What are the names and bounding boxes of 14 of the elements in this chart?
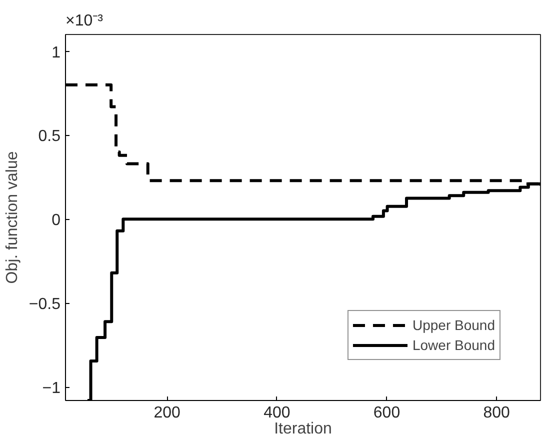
y-tick-label: 0.5 — [38, 128, 61, 146]
x-tick-label: 400 — [264, 404, 290, 422]
text: ×10⁻³ — [66, 12, 104, 30]
y-tick-label: 1 — [52, 44, 61, 62]
y-tick-label: −0.5 — [28, 296, 61, 314]
legend-label: Lower Bound — [412, 337, 495, 353]
legend-label: Upper Bound — [412, 317, 495, 333]
y-tick-label: −1 — [42, 380, 61, 398]
y-axis-title: Obj. function value — [4, 151, 21, 284]
y-tick-label: 0 — [52, 212, 61, 230]
x-tick-label: 800 — [483, 404, 510, 422]
x-axis-title: Iteration — [274, 420, 332, 438]
x-tick-label: 200 — [154, 404, 181, 422]
x-tick-label: 600 — [373, 404, 400, 422]
